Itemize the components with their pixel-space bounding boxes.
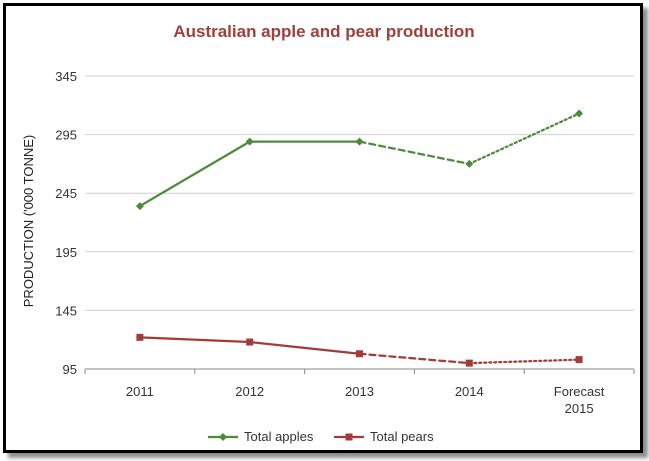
legend: Total apples Total pears — [208, 429, 434, 444]
y-tick-label: 95 — [63, 362, 77, 377]
y-tick-label: 345 — [55, 69, 77, 84]
legend-swatch-marker — [345, 433, 353, 441]
data-point — [356, 350, 363, 358]
x-tick-label: Forecast 2015 — [554, 384, 605, 416]
y-axis-tick-labels: 95 145 195 245 295 345 — [55, 69, 77, 377]
series-total-apples — [135, 109, 584, 211]
x-tick-label: 2014 — [455, 384, 484, 399]
y-axis-label: PRODUCTION ('000 TONNE) — [21, 135, 36, 307]
data-point — [465, 359, 473, 367]
y-tick-label: 295 — [55, 128, 77, 143]
data-point — [465, 159, 474, 168]
data-point — [355, 137, 364, 146]
data-point — [136, 333, 144, 341]
y-tick-label: 145 — [55, 303, 77, 318]
series-line-segment — [138, 140, 251, 208]
chart-frame — [3, 3, 643, 453]
y-tick-label: 195 — [55, 245, 77, 260]
x-tick-label: 2011 — [126, 384, 154, 399]
data-point — [575, 356, 583, 364]
chart-title: Australian apple and pear production — [173, 22, 474, 41]
data-point — [575, 109, 584, 118]
series-line-segment — [468, 358, 581, 365]
data-point — [246, 338, 254, 346]
data-point — [245, 137, 254, 146]
series-group — [135, 109, 584, 367]
y-tick-label: 245 — [55, 186, 77, 201]
x-tick-label: 2012 — [235, 384, 264, 399]
data-point — [135, 202, 144, 211]
gridlines — [85, 75, 634, 370]
legend-swatch-marker — [219, 433, 227, 441]
series-line-segment — [358, 140, 471, 166]
series-line-segment — [138, 336, 251, 344]
series-line-segment — [468, 112, 581, 166]
series-line-segment — [358, 352, 471, 365]
legend-label: Total pears — [370, 429, 434, 444]
legend-label: Total apples — [244, 429, 314, 444]
series-line-segment — [248, 340, 361, 355]
series-total-pears — [136, 333, 583, 367]
x-tick-label: 2013 — [345, 384, 374, 399]
x-axis-tick-labels: 2011 2012 2013 2014 Forecast 2015 — [84, 369, 635, 416]
